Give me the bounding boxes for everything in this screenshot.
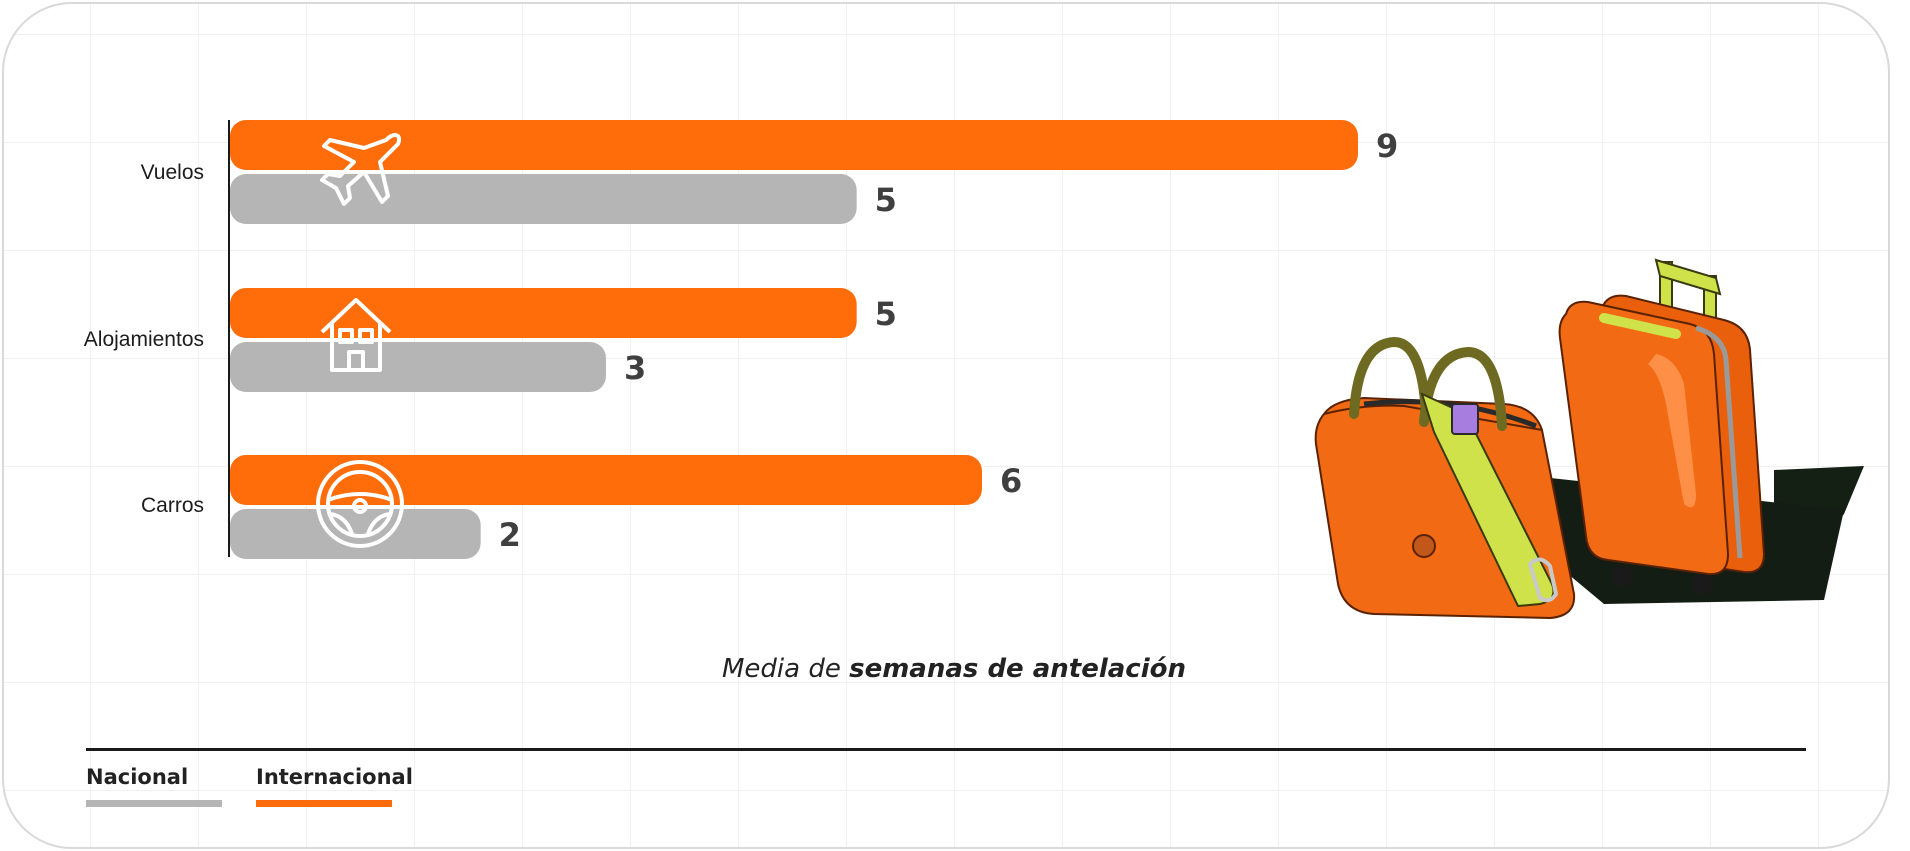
- legend: Nacional Internacional: [86, 764, 413, 807]
- legend-label-internacional: Internacional: [256, 765, 413, 789]
- legend-item-nacional: Nacional: [86, 764, 222, 807]
- legend-swatch-internacional: [256, 800, 392, 807]
- value-label-vuelos-nacional: 5: [875, 181, 897, 219]
- value-label-carros-nacional: 2: [499, 516, 521, 554]
- value-label-vuelos-internacional: 9: [1376, 127, 1398, 165]
- footer-divider: [86, 748, 1806, 751]
- bar-chart: Vuelos Alojamientos Carros 9 5 5 3 6 2: [84, 120, 1399, 559]
- legend-item-internacional: Internacional: [256, 764, 413, 807]
- bar-carros-internacional: [230, 455, 982, 505]
- bar-vuelos-internacional: [230, 120, 1358, 170]
- steering-wheel-icon: [316, 460, 404, 548]
- category-label-carros: Carros: [141, 494, 204, 517]
- x-axis-label-prefix: Media de: [721, 654, 850, 684]
- bars-layer: [230, 120, 1358, 559]
- legend-label-nacional: Nacional: [86, 765, 189, 789]
- house-icon: [320, 298, 392, 372]
- category-label-vuelos: Vuelos: [141, 161, 204, 184]
- luggage-illustration: [1314, 258, 1864, 620]
- airplane-icon: [320, 133, 401, 206]
- value-label-alojamientos-internacional: 5: [875, 295, 897, 333]
- x-axis-label-bold: semanas de antelación: [849, 654, 1187, 684]
- legend-swatch-nacional: [86, 800, 222, 807]
- value-label-alojamientos-nacional: 3: [624, 349, 646, 387]
- value-label-carros-internacional: 6: [1000, 462, 1022, 500]
- x-axis-label: Media de semanas de antelación: [604, 654, 1304, 684]
- bar-alojamientos-nacional: [230, 342, 606, 392]
- bar-alojamientos-internacional: [230, 288, 857, 338]
- value-labels-layer: 9 5 5 3 6 2: [499, 127, 1399, 554]
- category-label-alojamientos: Alojamientos: [84, 328, 204, 351]
